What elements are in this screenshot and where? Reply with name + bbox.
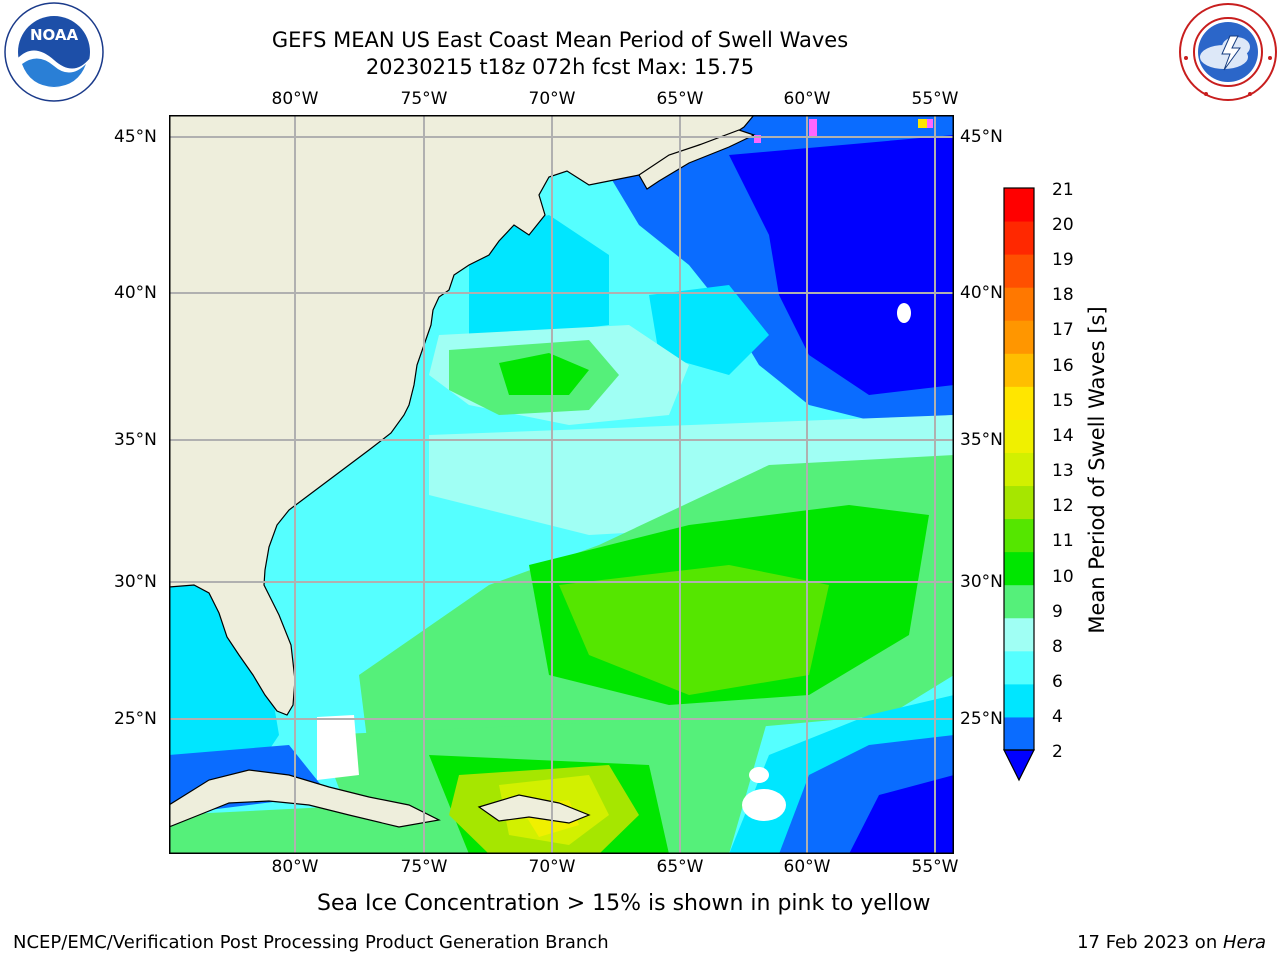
land-nova-scotia (638, 129, 756, 190)
lon-label-bottom: 80°W (271, 857, 319, 877)
sea-ice-mark (809, 119, 817, 137)
colorbar-segment (1004, 221, 1034, 255)
colorbar-tick: 17 (1052, 320, 1074, 340)
colorbar-segment (1004, 353, 1034, 387)
sea-ice-mark (927, 119, 933, 128)
colorbar-segment (1004, 650, 1034, 685)
colorbar-segment (1004, 419, 1034, 453)
contour-11-12s-central (559, 565, 829, 695)
colorbar-segment (1004, 386, 1034, 420)
sea-ice-mark (754, 135, 761, 143)
contour-9-10s-caribbean (169, 805, 409, 854)
colorbar-segment (1004, 254, 1034, 288)
graticule (169, 115, 954, 854)
lon-label-top: 55°W (911, 89, 959, 109)
colorbar-tick: 4 (1052, 707, 1063, 727)
lat-label-left: 45°N (114, 127, 157, 147)
map-title: GEFS MEAN US East Coast Mean Period of S… (271, 28, 849, 52)
colorbar-segment (1004, 320, 1034, 354)
footer-date: 17 Feb 2023 on Hera (1077, 932, 1266, 953)
colorbar-tick: 15 (1052, 391, 1074, 411)
colorbar-tick: 14 (1052, 426, 1074, 446)
lat-label-left: 30°N (114, 572, 157, 592)
lon-label-top: 60°W (783, 89, 831, 109)
masked-bahamas (317, 715, 359, 780)
colorbar-segment (1004, 617, 1034, 652)
colorbar-frame (1003, 187, 1035, 751)
colorbar-tick: 6 (1052, 672, 1063, 692)
colorbar-segment (1004, 287, 1034, 321)
lat-label-right: 40°N (960, 283, 1003, 303)
colorbar-tick: 19 (1052, 250, 1074, 270)
lon-label-top: 80°W (271, 89, 319, 109)
land-hispaniola (477, 794, 591, 824)
contour-4-6s-gulf (169, 585, 279, 775)
colorbar-tick: 20 (1052, 215, 1074, 235)
colorbar-tick: 18 (1052, 285, 1074, 305)
colorbar-tick: 16 (1052, 356, 1074, 376)
colorbar-segment (1004, 551, 1034, 586)
swell-period-map (169, 115, 954, 854)
sea-ice-mark (918, 119, 927, 128)
lon-label-top: 75°W (400, 89, 448, 109)
colorbar-segment (1004, 716, 1034, 751)
colorbar-segment (1004, 683, 1034, 718)
colorbar-tick: 12 (1052, 496, 1074, 516)
masked-area (742, 789, 786, 821)
masked-area (897, 303, 911, 323)
colorbar-tick: 9 (1052, 602, 1063, 622)
contour-below-2s-north (729, 135, 954, 395)
lat-label-right: 35°N (960, 430, 1003, 450)
lon-label-bottom: 75°W (400, 857, 448, 877)
lat-label-left: 35°N (114, 430, 157, 450)
lon-label-top: 70°W (528, 89, 576, 109)
colorbar-tick: 8 (1052, 637, 1063, 657)
colorbar-tick: 21 (1052, 180, 1074, 200)
lat-label-left: 40°N (114, 283, 157, 303)
colorbar-segment (1004, 518, 1034, 553)
lat-label-right: 30°N (960, 572, 1003, 592)
footer-credit: NCEP/EMC/Verification Post Processing Pr… (13, 932, 609, 953)
nws-logo-icon (1176, 2, 1280, 102)
lat-label-right: 25°N (960, 709, 1003, 729)
sea-ice-caption: Sea Ice Concentration > 15% is shown in … (317, 891, 931, 916)
colorbar-tick: 11 (1052, 531, 1074, 551)
colorbar-segment (1004, 485, 1034, 520)
lon-label-bottom: 60°W (783, 857, 831, 877)
colorbar-tick: 2 (1052, 742, 1063, 762)
lon-label-top: 65°W (656, 89, 704, 109)
lon-label-bottom: 65°W (656, 857, 704, 877)
colorbar-title: Mean Period of Swell Waves [s] (1085, 306, 1109, 634)
colorbar-segment (1004, 584, 1034, 619)
lat-label-left: 25°N (114, 709, 157, 729)
noaa-logo-icon: NOAA (4, 2, 104, 102)
colorbar-segment (1004, 452, 1034, 487)
lat-label-right: 45°N (960, 127, 1003, 147)
map-frame (169, 115, 954, 854)
masked-area (749, 767, 769, 783)
land-cuba (169, 769, 441, 828)
colorbar-segment (1004, 188, 1034, 222)
contour-below-2s-southeast (849, 775, 954, 854)
contour-4-6s-coast (469, 215, 609, 335)
footer-machine: Hera (1222, 932, 1266, 953)
colorbar-tick: 10 (1052, 567, 1074, 587)
contour-10-11s-north (499, 353, 589, 395)
colorbar-tick: 13 (1052, 461, 1074, 481)
land-north-america (169, 115, 755, 716)
map-subtitle: 20230215 t18z 072h fcst Max: 15.75 (365, 55, 755, 79)
colorbar-extend-low (1003, 749, 1035, 782)
footer-date-text: 17 Feb 2023 on (1077, 932, 1223, 953)
lon-label-bottom: 55°W (911, 857, 959, 877)
colorbar (1003, 187, 1035, 782)
lon-label-bottom: 70°W (528, 857, 576, 877)
svg-text:NOAA: NOAA (30, 26, 79, 44)
